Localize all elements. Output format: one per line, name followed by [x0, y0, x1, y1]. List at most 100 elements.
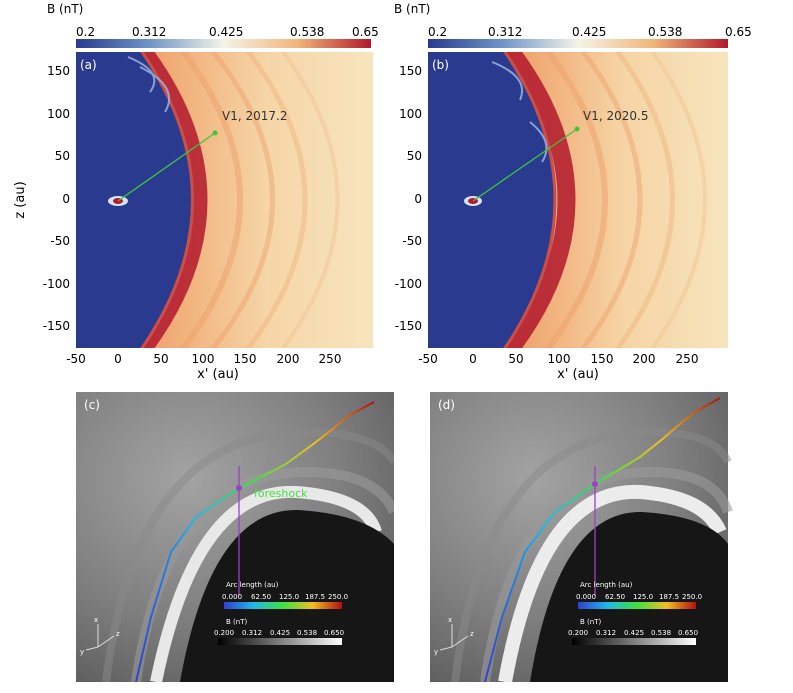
shock-band: [244, 52, 308, 348]
arc-colorbar-title: Arc length (au): [226, 581, 279, 589]
colorbar-tick: 0.2: [428, 25, 447, 39]
x-tick-label: 100: [548, 352, 571, 366]
voyager-position-marker: [592, 481, 598, 487]
b-colorbar-title: B (nT): [226, 618, 247, 626]
arc-colorbar-tick: 187.5: [659, 593, 679, 601]
x-tick-label: 150: [591, 352, 614, 366]
shock-band: [209, 52, 275, 348]
panel-label: (c): [84, 398, 100, 412]
arc-colorbar-tick: 250.0: [328, 593, 348, 601]
shock-shell: [451, 427, 732, 682]
panel-a: (a) V1, 2017.2 150 100 50 0 -50 -100 -15…: [13, 52, 373, 382]
heliopause-shell: [498, 484, 727, 682]
colorbar-left: B (nT) 0.2 0.312 0.425 0.538 0.65: [47, 2, 379, 48]
y-tick-label: -50: [50, 234, 70, 248]
x-tick-label: 50: [153, 352, 168, 366]
field-line-colored: [135, 401, 375, 682]
b-colorbar-tick: 0.538: [651, 629, 671, 637]
panel-label: (d): [438, 398, 455, 412]
arc-colorbar-tick: 125.0: [633, 593, 653, 601]
b-colorbar-gradient: [572, 638, 696, 645]
voyager-position-marker: [574, 126, 580, 132]
colorbar-title: B (nT): [394, 2, 430, 16]
field-line-colored: [484, 397, 721, 682]
x-tick-label: 250: [676, 352, 699, 366]
x-tick-label: 50: [508, 352, 523, 366]
y-tick-label: -100: [395, 277, 422, 291]
shock-band: [544, 52, 608, 348]
arc-colorbar-tick: 0.000: [222, 593, 242, 601]
orientation-axes: x z y: [434, 616, 474, 656]
axis-x-label: x: [448, 616, 452, 624]
arc-colorbar-tick: 62.50: [251, 593, 271, 601]
boundary-ripples: [491, 61, 548, 163]
y-tick-label: 100: [399, 107, 422, 121]
shock-shell: [102, 427, 394, 682]
x-tick-label: 100: [192, 352, 215, 366]
b-colorbar-tick: 0.425: [270, 629, 290, 637]
colorbar-tick: 0.312: [132, 25, 166, 39]
x-tick-label: 200: [633, 352, 656, 366]
colorbar-tick: 0.65: [725, 25, 752, 39]
shock-band: [280, 52, 340, 348]
arc-colorbar-tick: 250.0: [682, 593, 702, 601]
y-tick-label: 50: [55, 149, 70, 163]
colorbar-title: B (nT): [47, 2, 83, 16]
y-axis-label: z (au): [13, 181, 28, 218]
axis-y-label: y: [80, 648, 84, 656]
shock-band: [179, 52, 243, 348]
foreshock-label: foreshock: [254, 487, 308, 500]
colorbar-tick: 0.65: [352, 25, 379, 39]
b-colorbar-tick: 0.425: [624, 629, 644, 637]
shock-band: [579, 52, 643, 348]
axis-z-label: z: [470, 630, 474, 638]
voyager-annotation: V1, 2017.2: [222, 109, 287, 123]
b-colorbar-title: B (nT): [580, 618, 601, 626]
shock-band: [614, 52, 675, 348]
heliopause-shell: [150, 485, 382, 682]
arc-colorbar-tick: 62.50: [605, 593, 625, 601]
y-tick-label: 100: [47, 107, 70, 121]
b-colorbar-tick: 0.650: [324, 629, 344, 637]
heliosheath-inner-region: [428, 52, 555, 348]
colorbar-tick: 0.312: [488, 25, 522, 39]
voyager-position-marker: [236, 485, 242, 491]
heliosheath-red-layer: [500, 52, 576, 348]
arc-colorbar-tick: 187.5: [305, 593, 325, 601]
x-tick-label: -50: [418, 352, 438, 366]
arc-colorbar-tick: 0.000: [576, 593, 596, 601]
b-colorbar-tick: 0.312: [596, 629, 616, 637]
axis-x-label: x: [94, 616, 98, 624]
voyager-trajectory: [472, 128, 578, 202]
x-tick-label: 200: [277, 352, 300, 366]
x-axis-label: x' (au): [197, 367, 239, 382]
y-tick-label: 0: [414, 192, 422, 206]
b-colorbar-tick: 0.200: [568, 629, 588, 637]
colorbar-tick: 0.538: [290, 25, 324, 39]
x-axis-label: x' (au): [557, 367, 599, 382]
panel-label: (a): [80, 58, 97, 72]
colorbar-tick: 0.538: [648, 25, 682, 39]
arc-colorbar-title: Arc length (au): [580, 581, 633, 589]
arc-colorbar-tick: 125.0: [279, 593, 299, 601]
boundary-ripples: [127, 56, 170, 113]
x-tick-label: 250: [319, 352, 342, 366]
y-tick-label: -150: [43, 319, 70, 333]
y-tick-label: 150: [47, 64, 70, 78]
colorbar-tick: 0.425: [572, 25, 606, 39]
voyager-trajectory: [117, 132, 216, 202]
x-tick-label: 0: [114, 352, 122, 366]
panel-c: (c) foreshock Arc length (au) 0.000 62.5…: [76, 392, 394, 682]
y-tick-label: 150: [399, 64, 422, 78]
panel-label: (b): [432, 58, 449, 72]
heliosheath-red-layer: [137, 52, 208, 348]
colorbar-right: B (nT) 0.2 0.312 0.425 0.538 0.65: [394, 2, 752, 48]
b-colorbar-tick: 0.650: [678, 629, 698, 637]
y-tick-label: -50: [402, 234, 422, 248]
axis-z-label: z: [116, 630, 120, 638]
voyager-annotation: V1, 2020.5: [583, 109, 648, 123]
voyager-position-marker: [212, 130, 218, 136]
b-colorbar-gradient: [218, 638, 342, 645]
y-tick-label: -150: [395, 319, 422, 333]
heliosheath-inner-region: [76, 52, 193, 348]
